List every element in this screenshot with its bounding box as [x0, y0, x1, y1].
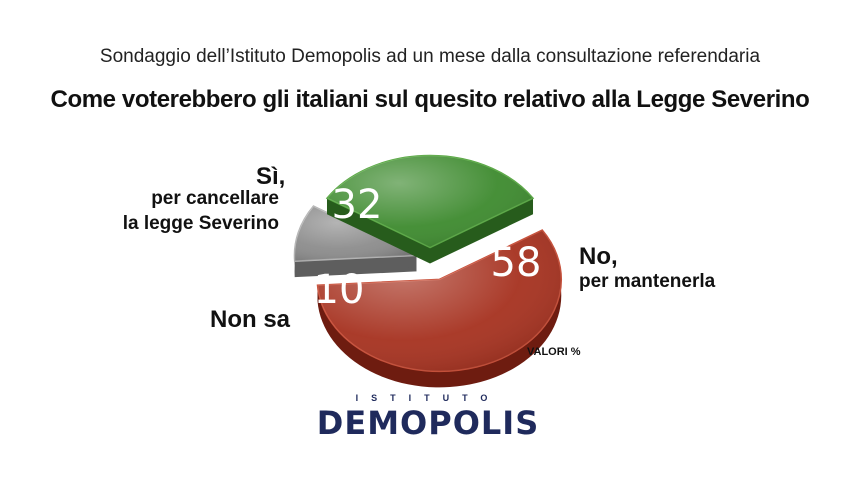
chart-title: Come voterebbero gli italiani sul quesit… — [50, 86, 810, 113]
pie-slice-si-cut-face-2 — [430, 198, 534, 264]
pie-slice-non-sa-cut-face — [294, 255, 417, 278]
slice-value-non-sa: 10 — [314, 267, 365, 313]
slice-sublabel-si-2: la legge Severino — [123, 213, 279, 234]
logo-top-text: ISTITUTO — [355, 393, 501, 403]
slice-label-si: Sì, — [256, 163, 285, 190]
chart-subtitle: Sondaggio dell’Istituto Demopolis ad un … — [99, 46, 761, 67]
demopolis-logo: DEMOPOLIS — [316, 404, 540, 442]
slice-sublabel-no: per mantenerla — [579, 271, 716, 292]
pie-slice-no — [316, 229, 562, 388]
pie-slice-si-shine — [326, 155, 534, 248]
pie-slice-non-sa-shine — [294, 206, 417, 262]
values-unit-note: VALORI % — [527, 346, 581, 358]
pie-slice-no-shine — [317, 230, 562, 372]
slice-label-no: No, — [579, 243, 618, 270]
slice-label-non-sa: Non sa — [210, 306, 291, 333]
pie-slice-non-sa — [293, 205, 417, 278]
pie-slice-si — [325, 154, 535, 264]
slice-sublabel-si-1: per cancellare — [151, 188, 279, 209]
pie-slice-si-cut-face — [326, 198, 430, 264]
slice-value-si: 32 — [332, 182, 383, 228]
slice-value-no: 58 — [491, 240, 542, 286]
